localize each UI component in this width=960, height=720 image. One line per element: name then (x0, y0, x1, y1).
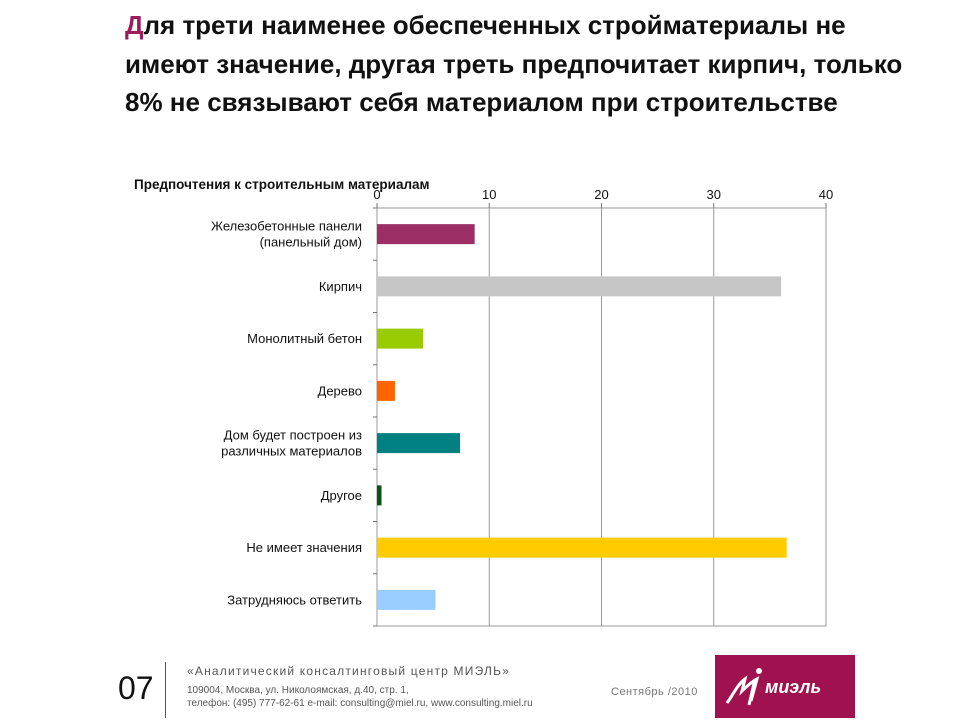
category-label: различных материалов (221, 444, 362, 459)
category-label: Дом будет построен из (224, 428, 362, 443)
bar (377, 537, 787, 558)
logo-text: миэль (765, 677, 821, 697)
bar-chart: 0 10 20 30 40 Железобетонные панели(панельный… (211, 187, 833, 627)
miel-logo: миэль (715, 655, 855, 718)
bar (377, 433, 461, 454)
category-label: Затрудняюсь ответить (227, 592, 362, 607)
category-label: (панельный дом) (260, 235, 362, 250)
category-label: Дерево (318, 383, 362, 398)
footer-date: Сентябрь /2010 (611, 686, 698, 698)
slide-title: Для трети наименее обеспеченных строймат… (125, 6, 925, 122)
bar (377, 485, 382, 506)
footer-contacts-line: телефон: (495) 777-62-61 e-mail: consult… (187, 698, 533, 709)
slide-number: 07 (118, 670, 154, 706)
bar (377, 380, 395, 401)
category-label: Не имеет значения (246, 540, 362, 555)
tick-label: 20 (594, 187, 608, 202)
footer-divider (165, 662, 166, 718)
title-text: ля трети наименее обеспеченных строймате… (125, 10, 903, 117)
tick-label: 40 (819, 187, 833, 202)
footer-address: 109004, Москва, ул. Николоямская, д.40, … (187, 684, 533, 710)
chart-title: Предпочтения к строительным материалам (134, 177, 430, 192)
tick-label: 10 (482, 187, 496, 202)
bar (377, 328, 424, 349)
bar (377, 276, 782, 297)
miel-logo-mark: миэль (725, 668, 821, 706)
footer-address-line: 109004, Москва, ул. Николоямская, д.40, … (187, 685, 409, 696)
category-label: Кирпич (319, 279, 362, 294)
footer-org: «Аналитический консалтинговый центр МИЭЛ… (187, 664, 511, 678)
category-label: Другое (321, 488, 362, 503)
category-label: Железобетонные панели (211, 219, 362, 234)
category-label: Монолитный бетон (247, 331, 362, 346)
bar (377, 224, 475, 245)
bar (377, 589, 436, 610)
title-first-letter: Д (125, 10, 144, 40)
tick-label: 0 (373, 187, 380, 202)
tick-label: 30 (707, 187, 721, 202)
